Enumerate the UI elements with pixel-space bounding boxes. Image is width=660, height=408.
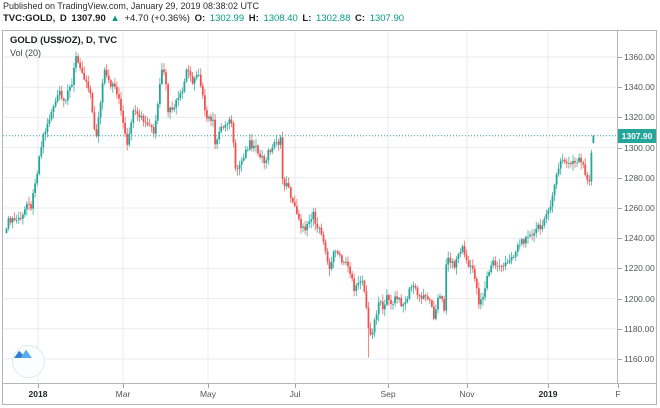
time-axis[interactable]: 2018 Mar May Jul Sep Nov 2019 F bbox=[3, 384, 656, 404]
time-axis-label: Mar bbox=[115, 389, 131, 399]
time-axis-tick bbox=[548, 384, 549, 388]
price-axis-tick bbox=[618, 208, 622, 209]
price-axis-tick bbox=[618, 57, 622, 58]
price-axis-label: 1320.00 bbox=[624, 112, 655, 122]
down-candle-bodies bbox=[9, 56, 591, 335]
last-price-badge: 1307.90 bbox=[618, 129, 656, 143]
price-axis-tick bbox=[618, 117, 622, 118]
price-axis-tick bbox=[618, 87, 622, 88]
tradingview-logo[interactable] bbox=[12, 345, 45, 378]
time-axis-tick bbox=[618, 384, 619, 388]
legend-volume-indicator[interactable]: Vol (20) bbox=[10, 48, 42, 58]
low-value: 1302.88 bbox=[316, 13, 351, 24]
chart-legend: GOLD (US$/OZ), D, TVC Vol (20) bbox=[10, 35, 117, 59]
up-candle-wicks bbox=[6, 51, 594, 340]
price-axis-label: 1240.00 bbox=[624, 233, 655, 243]
price-change: +4.70 (+0.36%) bbox=[124, 13, 190, 24]
interval-label: D bbox=[59, 13, 67, 24]
close-value: 1307.90 bbox=[369, 13, 405, 24]
price-axis-label: 1280.00 bbox=[624, 173, 655, 183]
time-axis-label: F bbox=[615, 389, 621, 399]
time-axis-tick bbox=[388, 384, 389, 388]
up-triangle-icon: ▲ bbox=[110, 13, 120, 24]
open-value: 1302.99 bbox=[209, 13, 245, 24]
time-axis-tick bbox=[123, 384, 124, 388]
price-axis-tick bbox=[618, 148, 622, 149]
time-axis-tick bbox=[467, 384, 468, 388]
time-axis-label: 2019 bbox=[538, 389, 558, 399]
high-label: H: bbox=[248, 13, 259, 24]
last-price: 1307.90 bbox=[71, 13, 106, 24]
time-axis-label: Sep bbox=[380, 389, 396, 399]
time-axis-label: Jul bbox=[289, 389, 301, 399]
chart-frame: GOLD (US$/OZ), D, TVC Vol (20) 1307.90 1… bbox=[2, 30, 657, 405]
price-axis-label: 1200.00 bbox=[624, 294, 655, 304]
price-axis-label: 1260.00 bbox=[624, 203, 655, 213]
low-label: L: bbox=[302, 13, 312, 24]
high-value: 1308.40 bbox=[263, 13, 298, 24]
published-caption: Published on TradingView.com, January 29… bbox=[3, 1, 259, 11]
price-axis-tick bbox=[618, 238, 622, 239]
time-axis-tick bbox=[38, 384, 39, 388]
down-candle-wicks bbox=[10, 53, 590, 358]
price-axis-label: 1360.00 bbox=[624, 52, 655, 62]
price-axis-label: 1160.00 bbox=[624, 354, 655, 364]
price-axis-tick bbox=[618, 359, 622, 360]
open-label: O: bbox=[194, 13, 206, 24]
up-candle-bodies bbox=[5, 56, 595, 335]
chart-pane[interactable]: GOLD (US$/OZ), D, TVC Vol (20) bbox=[3, 31, 618, 384]
price-axis-label: 1180.00 bbox=[624, 324, 655, 334]
price-axis-tick bbox=[618, 178, 622, 179]
candlestick-canvas[interactable] bbox=[3, 31, 616, 382]
time-axis-label: Nov bbox=[459, 389, 475, 399]
price-axis-label: 1300.00 bbox=[624, 143, 655, 153]
time-axis-label: May bbox=[199, 389, 217, 399]
time-axis-tick bbox=[295, 384, 296, 388]
price-axis-label: 1220.00 bbox=[624, 263, 655, 273]
price-axis-label: 1340.00 bbox=[624, 82, 655, 92]
time-axis-tick bbox=[208, 384, 209, 388]
price-axis-tick bbox=[618, 299, 622, 300]
legend-symbol-title[interactable]: GOLD (US$/OZ), D, TVC bbox=[10, 35, 118, 46]
time-axis-label: 2018 bbox=[28, 389, 48, 399]
price-axis[interactable]: 1307.90 1360.00 1340.00 1320.00 1300.00 1280… bbox=[618, 31, 656, 384]
price-axis-tick bbox=[618, 268, 622, 269]
close-label: C: bbox=[355, 13, 366, 24]
symbol-name: TVC:GOLD, bbox=[3, 13, 56, 24]
price-axis-tick bbox=[618, 329, 622, 330]
symbol-summary-bar: TVC:GOLD, D 1307.90 ▲ +4.70 (+0.36%) O: … bbox=[3, 13, 406, 24]
tradingview-logo-icon bbox=[14, 349, 32, 358]
